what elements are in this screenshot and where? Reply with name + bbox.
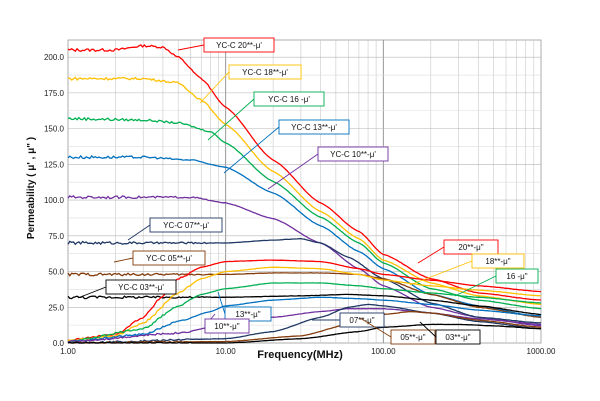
y-tick-label: 200.0	[44, 53, 65, 62]
series-label: YC-C 13**-μ'	[291, 123, 337, 132]
series-label: 07**-μ"	[349, 316, 374, 325]
callout-box	[253, 91, 325, 107]
series-label: YC-C 18**-μ'	[242, 68, 288, 77]
series-label: 10**-μ"	[214, 322, 239, 331]
callout-leader	[419, 321, 437, 338]
tick-labels: 1.00 10.00 100.00 1000.00 0.0 25.0 50.0 75.0 100…	[44, 53, 556, 356]
series-line	[67, 323, 542, 344]
series-label: 16 -μ"	[506, 272, 527, 281]
series-line	[67, 238, 542, 324]
callout-leader	[223, 126, 280, 174]
y-axis-title: Permeability ( μ' , μ" )	[26, 137, 37, 239]
series-line	[67, 266, 542, 341]
x-tick-label: 100.00	[371, 347, 396, 356]
x-tick-label: 1000.00	[527, 347, 556, 356]
callout-box	[105, 279, 177, 295]
y-tick-label: 50.0	[48, 268, 64, 277]
series-line	[67, 194, 541, 327]
y-tick-label: 75.0	[48, 232, 64, 241]
y-tick-label: 100.0	[44, 196, 65, 205]
plot-frame	[67, 39, 542, 344]
series-line	[67, 76, 542, 306]
callout-box	[204, 318, 250, 334]
series-label: 03**-μ"	[445, 333, 470, 342]
series-line	[67, 296, 542, 343]
callout-leader	[199, 71, 230, 104]
callout-leader	[417, 246, 445, 264]
callout-box	[339, 312, 385, 328]
callout-leader	[359, 317, 392, 338]
callout-leader	[113, 257, 134, 263]
callout-leader	[177, 44, 205, 51]
series-line	[67, 259, 542, 342]
series-lines	[67, 44, 542, 344]
series-line	[67, 282, 542, 343]
callout-leader	[217, 291, 226, 315]
series-line	[67, 154, 541, 318]
callout-box	[443, 239, 499, 255]
series-label: 20**-μ"	[458, 243, 483, 252]
y-tick-label: 125.0	[44, 160, 65, 169]
series-line	[67, 293, 542, 316]
callout-box	[390, 329, 436, 345]
series-line	[67, 116, 541, 310]
callout-box	[132, 250, 206, 266]
series-label: 18**-μ"	[485, 257, 510, 266]
callout-box	[203, 37, 275, 53]
y-tick-label: 25.0	[48, 303, 64, 312]
callout-box	[495, 268, 539, 284]
y-tick-label: 0.0	[53, 339, 65, 348]
series-label: YC-C 10**-μ'	[330, 150, 376, 159]
callout-leader	[207, 98, 255, 141]
series-label: YC-C 20**-μ'	[216, 41, 262, 50]
y-tick-label: 175.0	[44, 89, 65, 98]
series-label: YC-C 07**-μ'	[163, 221, 209, 230]
series-label: YC-C 16 -μ'	[268, 95, 310, 104]
x-tick-label: 1.00	[60, 347, 76, 356]
series-line	[67, 310, 542, 344]
series-label: 05**-μ"	[400, 333, 425, 342]
callout-box	[317, 146, 389, 162]
series-label: YC-C 05**-μ'	[146, 254, 192, 263]
callout-leader	[127, 224, 151, 241]
callout-leader	[454, 275, 497, 297]
series-label: YC-C 03**-μ'	[118, 283, 164, 292]
x-axis-title: Frequency(MHz)	[257, 349, 343, 361]
callout-leader	[409, 260, 473, 286]
series-line	[67, 303, 542, 344]
annotations: YC-C 20**-μ' YC-C 18**-μ' YC-C 16 -μ' YC-C …	[77, 37, 539, 345]
callout-leader	[77, 286, 107, 299]
callout-box	[435, 329, 481, 345]
callout-box	[471, 253, 525, 269]
callout-leader	[267, 153, 319, 190]
callout-box	[149, 217, 223, 233]
callout-box	[228, 64, 302, 80]
x-tick-label: 10.00	[216, 347, 237, 356]
y-tick-label: 150.0	[44, 125, 65, 134]
series-line	[67, 307, 542, 343]
callout-box	[278, 119, 350, 135]
series-label: 13**-μ"	[235, 310, 260, 319]
